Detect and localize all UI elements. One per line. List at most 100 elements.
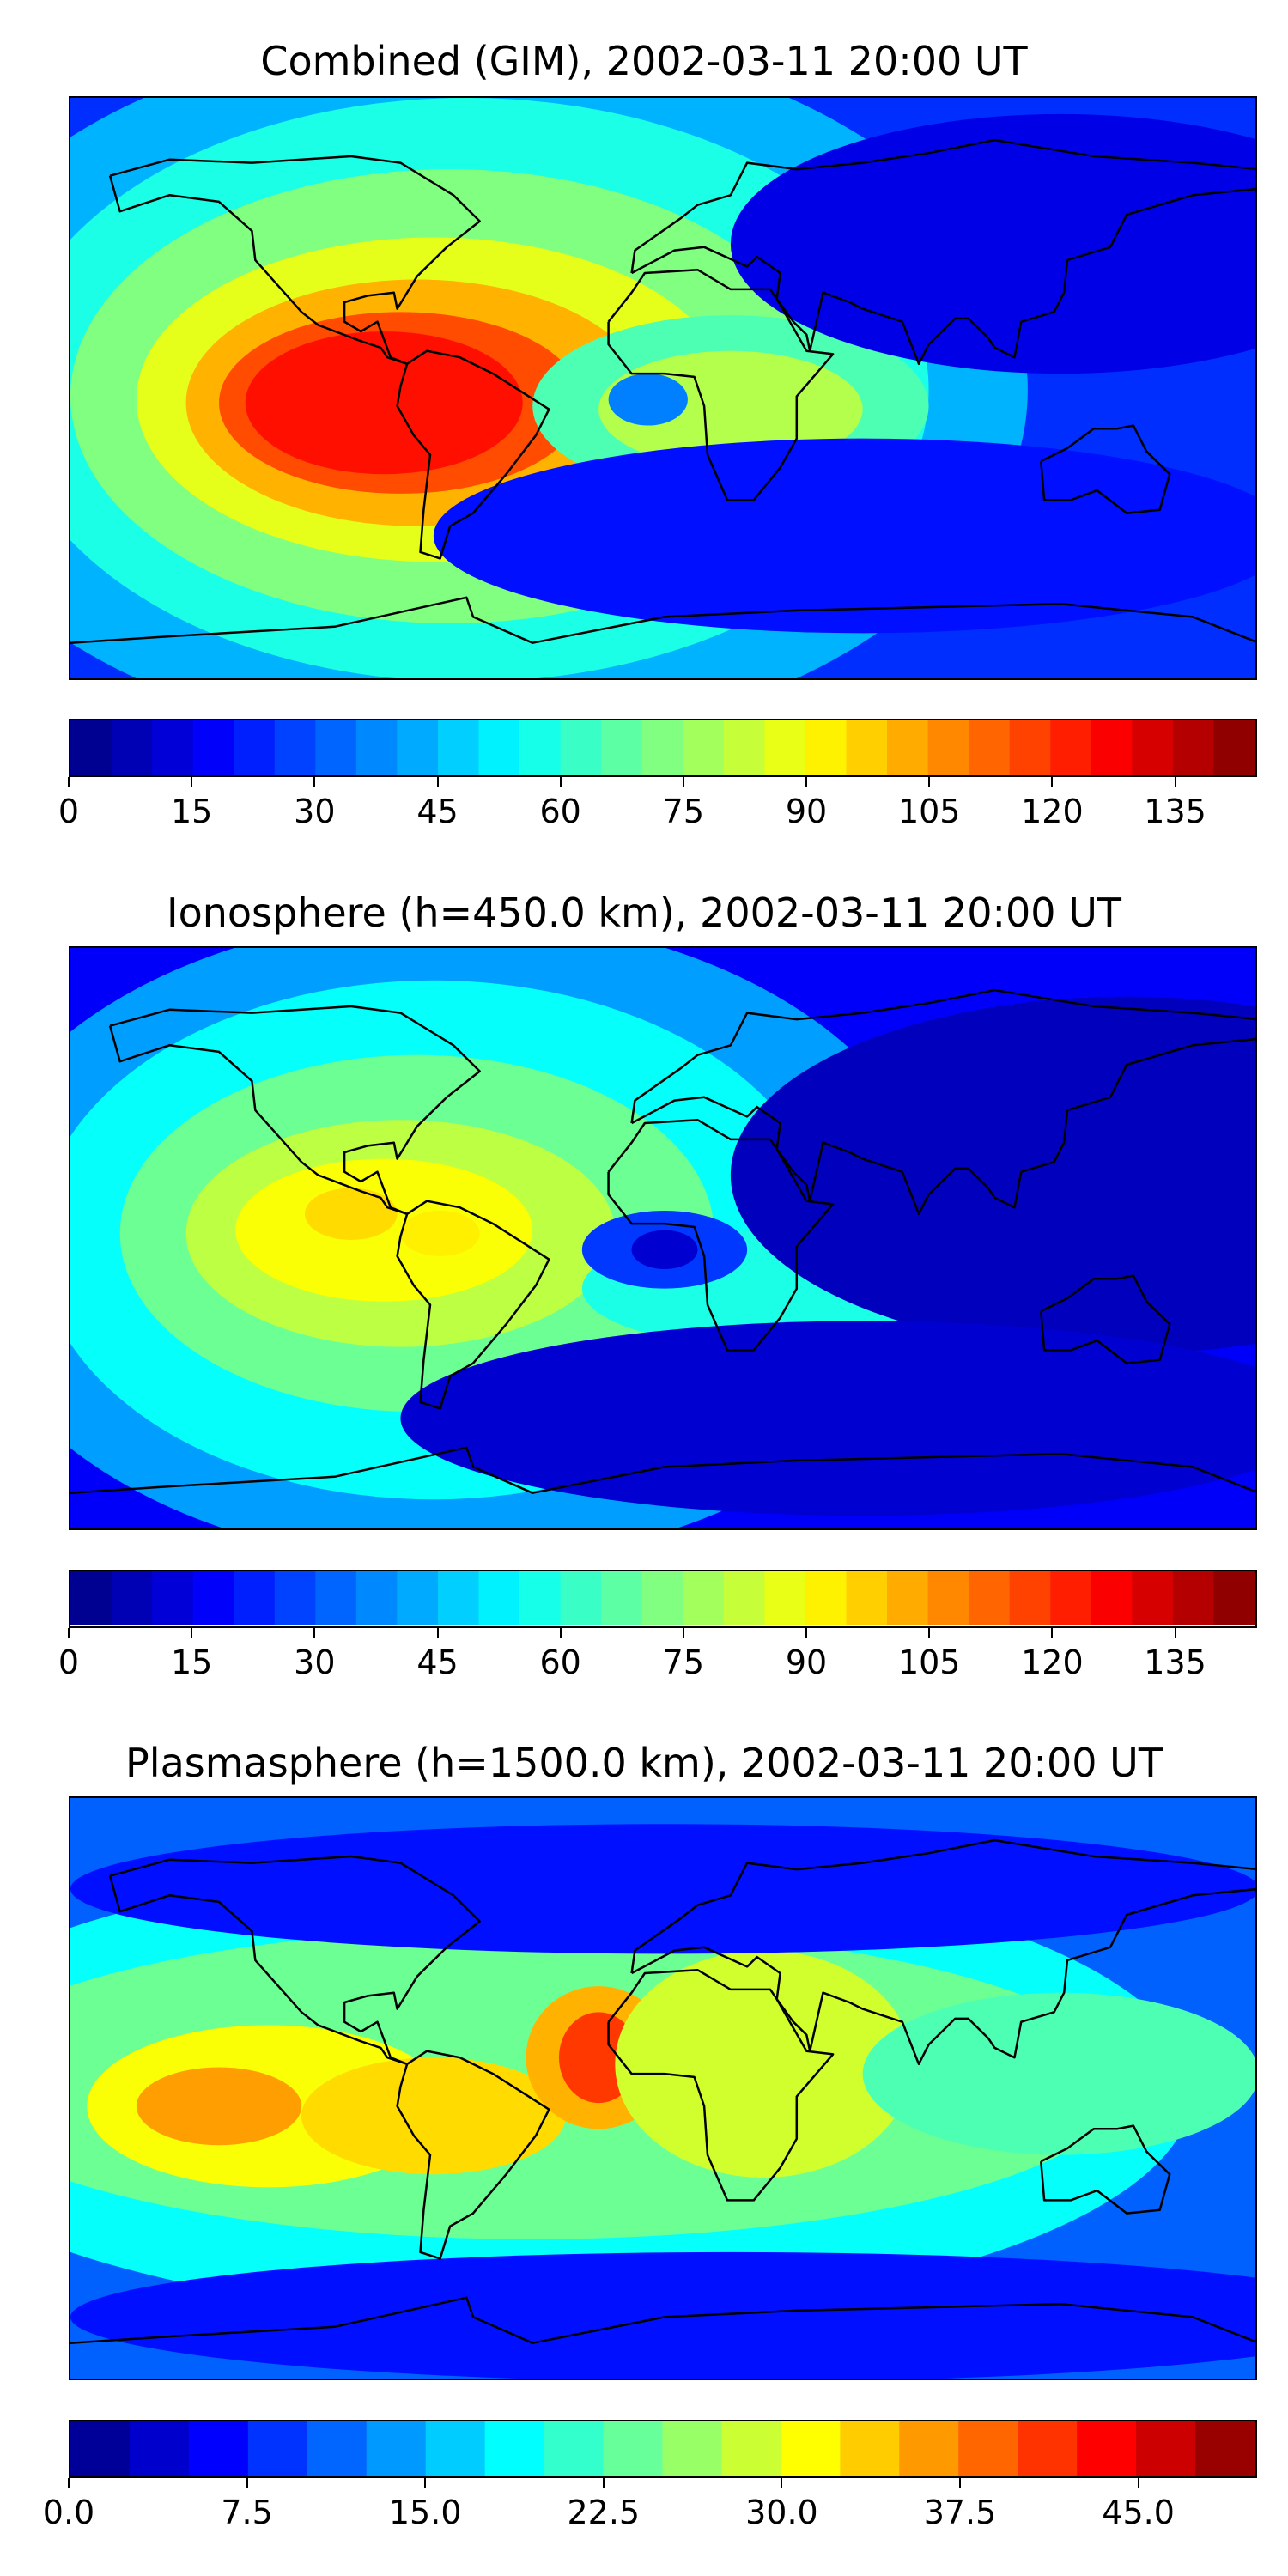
colorbar-tick (928, 1628, 931, 1638)
colorbar-level (887, 1571, 929, 1625)
colorbar-level (603, 2421, 664, 2476)
colorbar-tick-label: 45.0 (1102, 2494, 1175, 2531)
colorbar-level (397, 1571, 439, 1625)
colorbar-level (969, 1571, 1011, 1625)
field-contour (862, 1992, 1255, 2155)
colorbar-tick-label: 22.5 (567, 2494, 641, 2531)
coastline (630, 988, 1255, 1216)
chart-title: Combined (GIM), 2002-03-11 20:00 UT (260, 38, 1028, 84)
colorbar-level (274, 720, 316, 775)
colorbar-level (274, 1571, 316, 1625)
colorbar-level (425, 2421, 486, 2476)
map-field-svg (70, 98, 1255, 678)
colorbar-tick (1051, 1628, 1054, 1638)
coastline (396, 349, 550, 560)
colorbar-level (1172, 720, 1215, 775)
field-contour (731, 996, 1255, 1354)
colorbar-level (1213, 1571, 1255, 1625)
colorbar-level (1091, 720, 1133, 775)
colorbar-level (721, 2421, 781, 2476)
colorbar-level (781, 2421, 841, 2476)
world-map (69, 1796, 1257, 2380)
colorbar-level (840, 2421, 900, 2476)
colorbar-level (899, 2421, 959, 2476)
colorbar-level (111, 720, 153, 775)
colorbar-level (437, 720, 480, 775)
colorbar-level (969, 720, 1011, 775)
colorbar-tick (436, 777, 439, 787)
field-contour (608, 374, 688, 426)
colorbar-tick-label: 120 (1021, 1643, 1084, 1681)
colorbar-level (397, 720, 439, 775)
colorbar-tick-label: 37.5 (923, 2494, 997, 2531)
colorbar-tick (805, 1628, 808, 1638)
colorbar-level (70, 720, 112, 775)
colorbar-tick-label: 75 (662, 1643, 705, 1681)
coastline (1040, 1274, 1171, 1364)
colorbar-tick-label: 15 (170, 793, 213, 830)
colorbar-tick (191, 1628, 193, 1638)
colorbar-level (307, 2421, 368, 2476)
colorbar-level (560, 1571, 602, 1625)
colorbar-tick (1174, 1628, 1176, 1638)
coastline (70, 596, 1255, 644)
colorbar-level (662, 2421, 723, 2476)
colorbar-tick (191, 777, 193, 787)
colorbar-tick (313, 1628, 316, 1638)
field-contour (301, 2057, 566, 2175)
coastline (1040, 424, 1171, 514)
colorbar-tick-label: 45 (416, 793, 459, 830)
colorbar-level (927, 720, 969, 775)
colorbar-level (70, 1571, 112, 1625)
colorbar-level (1050, 1571, 1092, 1625)
colorbar-level (188, 2421, 249, 2476)
colorbar-tick (1174, 777, 1176, 787)
field-contour (70, 2251, 1255, 2379)
colorbar-tick (436, 1628, 439, 1638)
colorbar-level (601, 720, 643, 775)
colorbar-tick-label: 0 (58, 793, 80, 830)
colorbar-ticks: 0 15 30 45 60 75 90 105 120 135 (58, 777, 1257, 837)
colorbar-level (355, 1571, 398, 1625)
colorbar-level (519, 1571, 562, 1625)
colorbar-tick-label: 45 (416, 1643, 459, 1681)
field-contour (136, 2067, 302, 2146)
colorbar-tick-label: 7.5 (221, 2494, 273, 2531)
colorbar-level (111, 1571, 153, 1625)
colorbar-level (641, 720, 683, 775)
colorbar-tick (1137, 2478, 1139, 2488)
colorbar-level (234, 720, 276, 775)
colorbar-level (315, 1571, 357, 1625)
field-contour (304, 1188, 398, 1240)
colorbar (69, 1570, 1257, 1628)
colorbar-tick (928, 777, 931, 787)
colorbar-tick (602, 2478, 605, 2488)
colorbar-tick-label: 15.0 (388, 2494, 462, 2531)
colorbar-tick-label: 105 (897, 793, 961, 830)
colorbar-tick-label: 30.0 (745, 2494, 818, 2531)
colorbar-level (478, 720, 520, 775)
colorbar-tick-label: 90 (785, 1643, 828, 1681)
colorbar-level (1009, 720, 1051, 775)
colorbar-tick-label: 105 (897, 1643, 961, 1681)
colorbar-tick-label: 0.0 (42, 2494, 95, 2531)
colorbar-level (519, 720, 562, 775)
colorbar-level (70, 2421, 131, 2476)
colorbar-level (437, 1571, 480, 1625)
colorbar-tick (246, 2478, 248, 2488)
panel-combined: Combined (GIM), 2002-03-11 20:00 UT 0 15 3… (0, 0, 1288, 841)
colorbar-level (1132, 1571, 1174, 1625)
field-contour (70, 1824, 1255, 1954)
field-contour (631, 1230, 698, 1269)
colorbar-level (129, 2421, 190, 2476)
colorbar-level (764, 1571, 806, 1625)
colorbar-tick-label: 60 (539, 1643, 581, 1681)
coastline (70, 1446, 1255, 1494)
field-contour (615, 1950, 913, 2178)
coastline (108, 1005, 481, 1216)
colorbar-level (366, 2421, 427, 2476)
colorbar-level (478, 1571, 520, 1625)
colorbar-level (1009, 1571, 1051, 1625)
colorbar-tick-label: 90 (785, 793, 828, 830)
